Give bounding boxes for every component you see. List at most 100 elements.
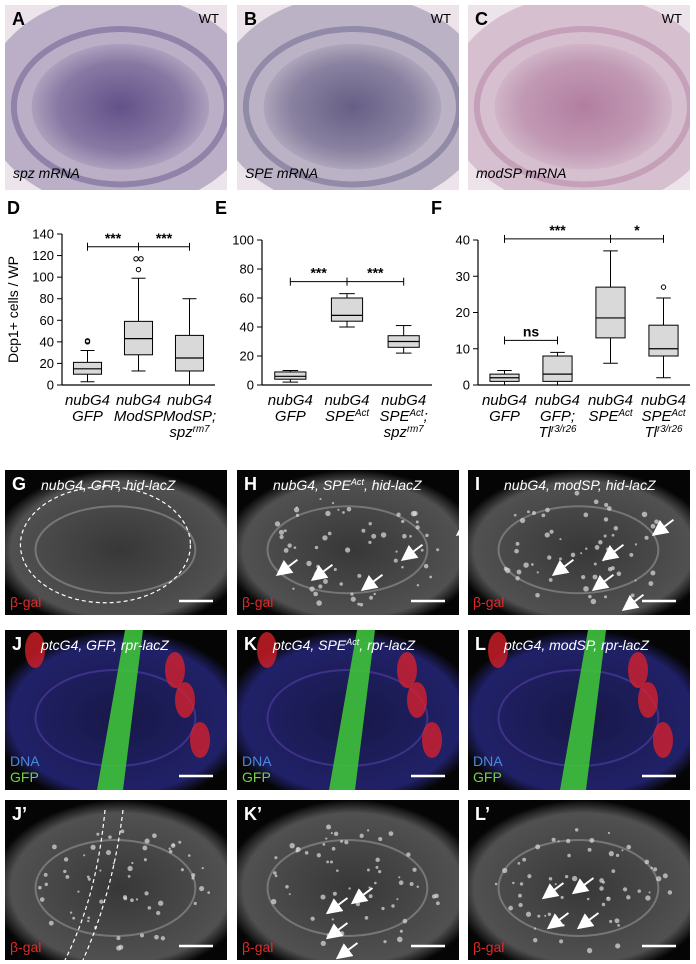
puncta: [274, 521, 281, 527]
x-tick-label: SPEAct: [588, 408, 633, 426]
panel-caption: ptcG4, modSP, rpr-lacZ: [503, 637, 649, 653]
text-segment: SPE: [380, 408, 411, 425]
panel-letter: J’: [12, 804, 27, 824]
puncta: [127, 865, 133, 872]
tissue: [468, 470, 690, 615]
text-segment: nubG4: [588, 392, 633, 409]
x-tick-label: Tlr3/r26: [539, 424, 578, 442]
puncta: [375, 857, 380, 862]
puncta: [634, 543, 638, 546]
text-segment: SPE: [588, 408, 619, 425]
puncta: [378, 869, 382, 874]
text-segment: GFP: [72, 408, 103, 425]
significance-label: ***: [367, 265, 384, 281]
puncta: [412, 867, 417, 872]
puncta: [648, 581, 654, 586]
puncta: [514, 548, 519, 554]
puncta: [515, 541, 520, 546]
puncta: [626, 895, 631, 900]
x-tick-label: Tlr3/r26: [645, 424, 684, 442]
tissue-fold: [473, 26, 690, 188]
panel-letter: I: [475, 474, 480, 494]
puncta: [535, 592, 540, 598]
significance-label: ns: [523, 323, 540, 339]
puncta: [160, 936, 166, 941]
puncta: [364, 916, 369, 920]
puncta: [331, 501, 335, 505]
x-tick-label: GFP: [275, 408, 306, 425]
puncta: [494, 882, 498, 886]
puncta: [72, 916, 76, 920]
puncta: [621, 849, 624, 852]
y-tick-label: 20: [40, 356, 54, 371]
puncta: [147, 906, 152, 910]
x-tick-label: nubG4: [268, 392, 313, 409]
puncta: [346, 507, 352, 512]
puncta: [416, 885, 419, 889]
puncta: [83, 854, 86, 857]
box: [174, 334, 205, 372]
puncta: [331, 846, 336, 851]
puncta: [295, 513, 300, 517]
panel-caption: spz mRNA: [13, 165, 80, 181]
puncta: [144, 838, 150, 844]
puncta: [99, 899, 104, 904]
x-tick-label: spzrm7: [169, 424, 210, 442]
puncta: [592, 574, 598, 580]
panel-caption: nubG4, modSP, hid-lacZ: [504, 477, 656, 493]
tissue: [237, 470, 459, 615]
puncta: [656, 876, 662, 882]
puncta: [191, 873, 196, 878]
puncta: [108, 835, 112, 839]
arrow: [546, 912, 570, 930]
outlier: [133, 256, 139, 262]
puncta: [143, 858, 147, 862]
puncta: [566, 838, 571, 844]
puncta: [391, 904, 395, 908]
text-segment: spz: [169, 424, 193, 441]
puncta: [289, 842, 295, 849]
x-tick-label: ModSP: [114, 408, 163, 425]
box: [274, 371, 307, 380]
puncta: [559, 557, 562, 561]
image: [237, 5, 459, 190]
text-segment: ModSP: [114, 408, 163, 425]
stain-label: β-gal: [242, 939, 273, 955]
panel-caption: nubG4, SPEAct, hid-lacZ: [273, 477, 422, 493]
y-tick-label: 140: [32, 227, 54, 242]
puncta: [333, 567, 337, 571]
arrow: [350, 887, 374, 905]
micrograph-panel: K’ β-gal: [237, 800, 459, 960]
puncta: [409, 881, 414, 886]
micrograph-panel: B WT SPE mRNA: [237, 5, 459, 190]
puncta: [396, 512, 401, 517]
fold: [34, 839, 197, 937]
puncta: [344, 547, 351, 553]
panel-letter: H: [244, 474, 257, 494]
puncta: [588, 594, 592, 599]
puncta: [374, 881, 377, 885]
puncta: [436, 901, 440, 906]
puncta: [337, 508, 340, 511]
puncta: [207, 891, 211, 895]
x-tick-label: nubG4: [641, 392, 686, 409]
text-segment: ptcG4, modSP, rpr-lacZ: [503, 637, 649, 653]
y-axis-label: Dcp1+ cells / WP: [5, 256, 21, 363]
arrow: [651, 518, 675, 536]
micrograph-panel: J’ β-gal: [5, 800, 227, 960]
text-segment: nubG4, SPE: [273, 477, 351, 493]
puncta: [139, 933, 145, 938]
puncta: [547, 555, 552, 560]
puncta: [313, 591, 318, 597]
puncta: [615, 853, 620, 857]
puncta: [398, 876, 401, 879]
puncta: [567, 853, 571, 858]
puncta: [359, 602, 364, 607]
puncta: [156, 910, 161, 916]
puncta: [395, 550, 398, 553]
superscript: r3/r26: [551, 424, 577, 435]
puncta: [531, 563, 534, 566]
box: [648, 324, 679, 357]
